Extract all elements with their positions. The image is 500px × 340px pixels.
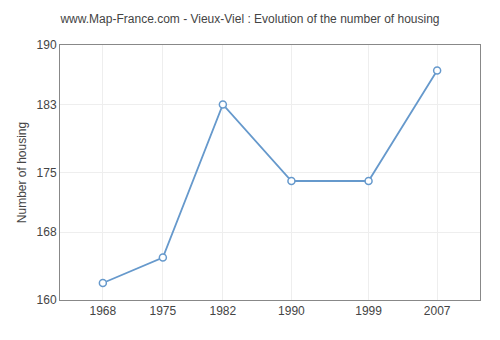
svg-text:1982: 1982 — [210, 304, 237, 318]
svg-text:168: 168 — [37, 225, 57, 239]
svg-text:1990: 1990 — [278, 304, 305, 318]
svg-text:175: 175 — [37, 166, 57, 180]
svg-text:160: 160 — [37, 293, 57, 307]
svg-text:1975: 1975 — [150, 304, 177, 318]
svg-text:1968: 1968 — [90, 304, 117, 318]
svg-text:Number of housing: Number of housing — [15, 122, 29, 223]
svg-text:2007: 2007 — [424, 304, 451, 318]
svg-text:183: 183 — [37, 98, 57, 112]
svg-text:1999: 1999 — [355, 304, 382, 318]
svg-text:190: 190 — [37, 38, 57, 52]
svg-text:www.Map-France.com - Vieux-Vie: www.Map-France.com - Vieux-Viel : Evolut… — [59, 12, 439, 26]
